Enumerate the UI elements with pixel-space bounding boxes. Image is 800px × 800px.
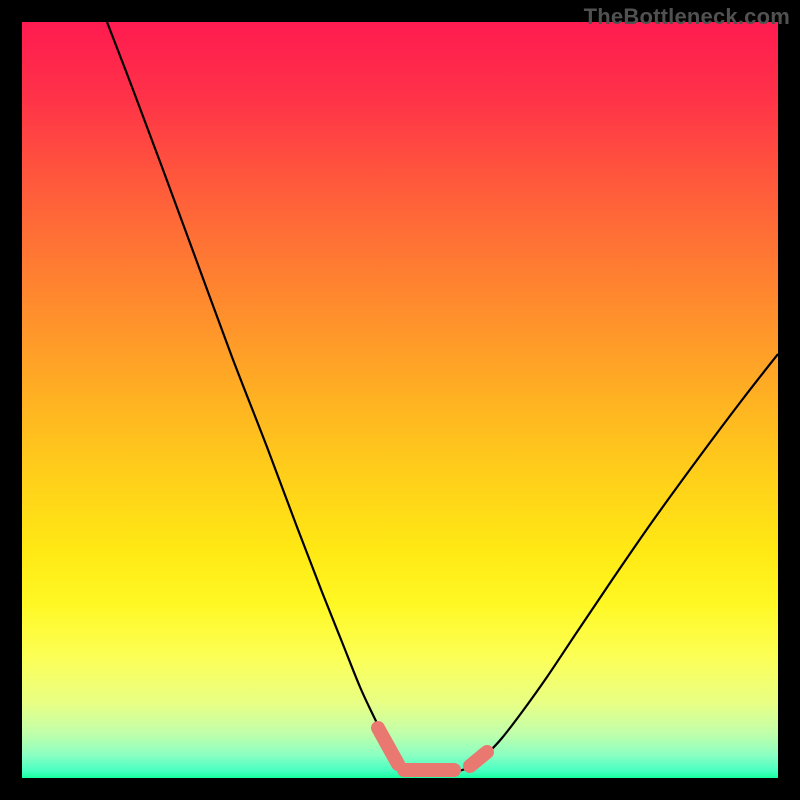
bottleneck-chart-svg xyxy=(22,22,778,778)
gradient-background xyxy=(22,22,778,778)
chart-frame: TheBottleneck.com xyxy=(0,0,800,800)
plot-area xyxy=(22,22,778,778)
watermark-text: TheBottleneck.com xyxy=(584,4,790,30)
